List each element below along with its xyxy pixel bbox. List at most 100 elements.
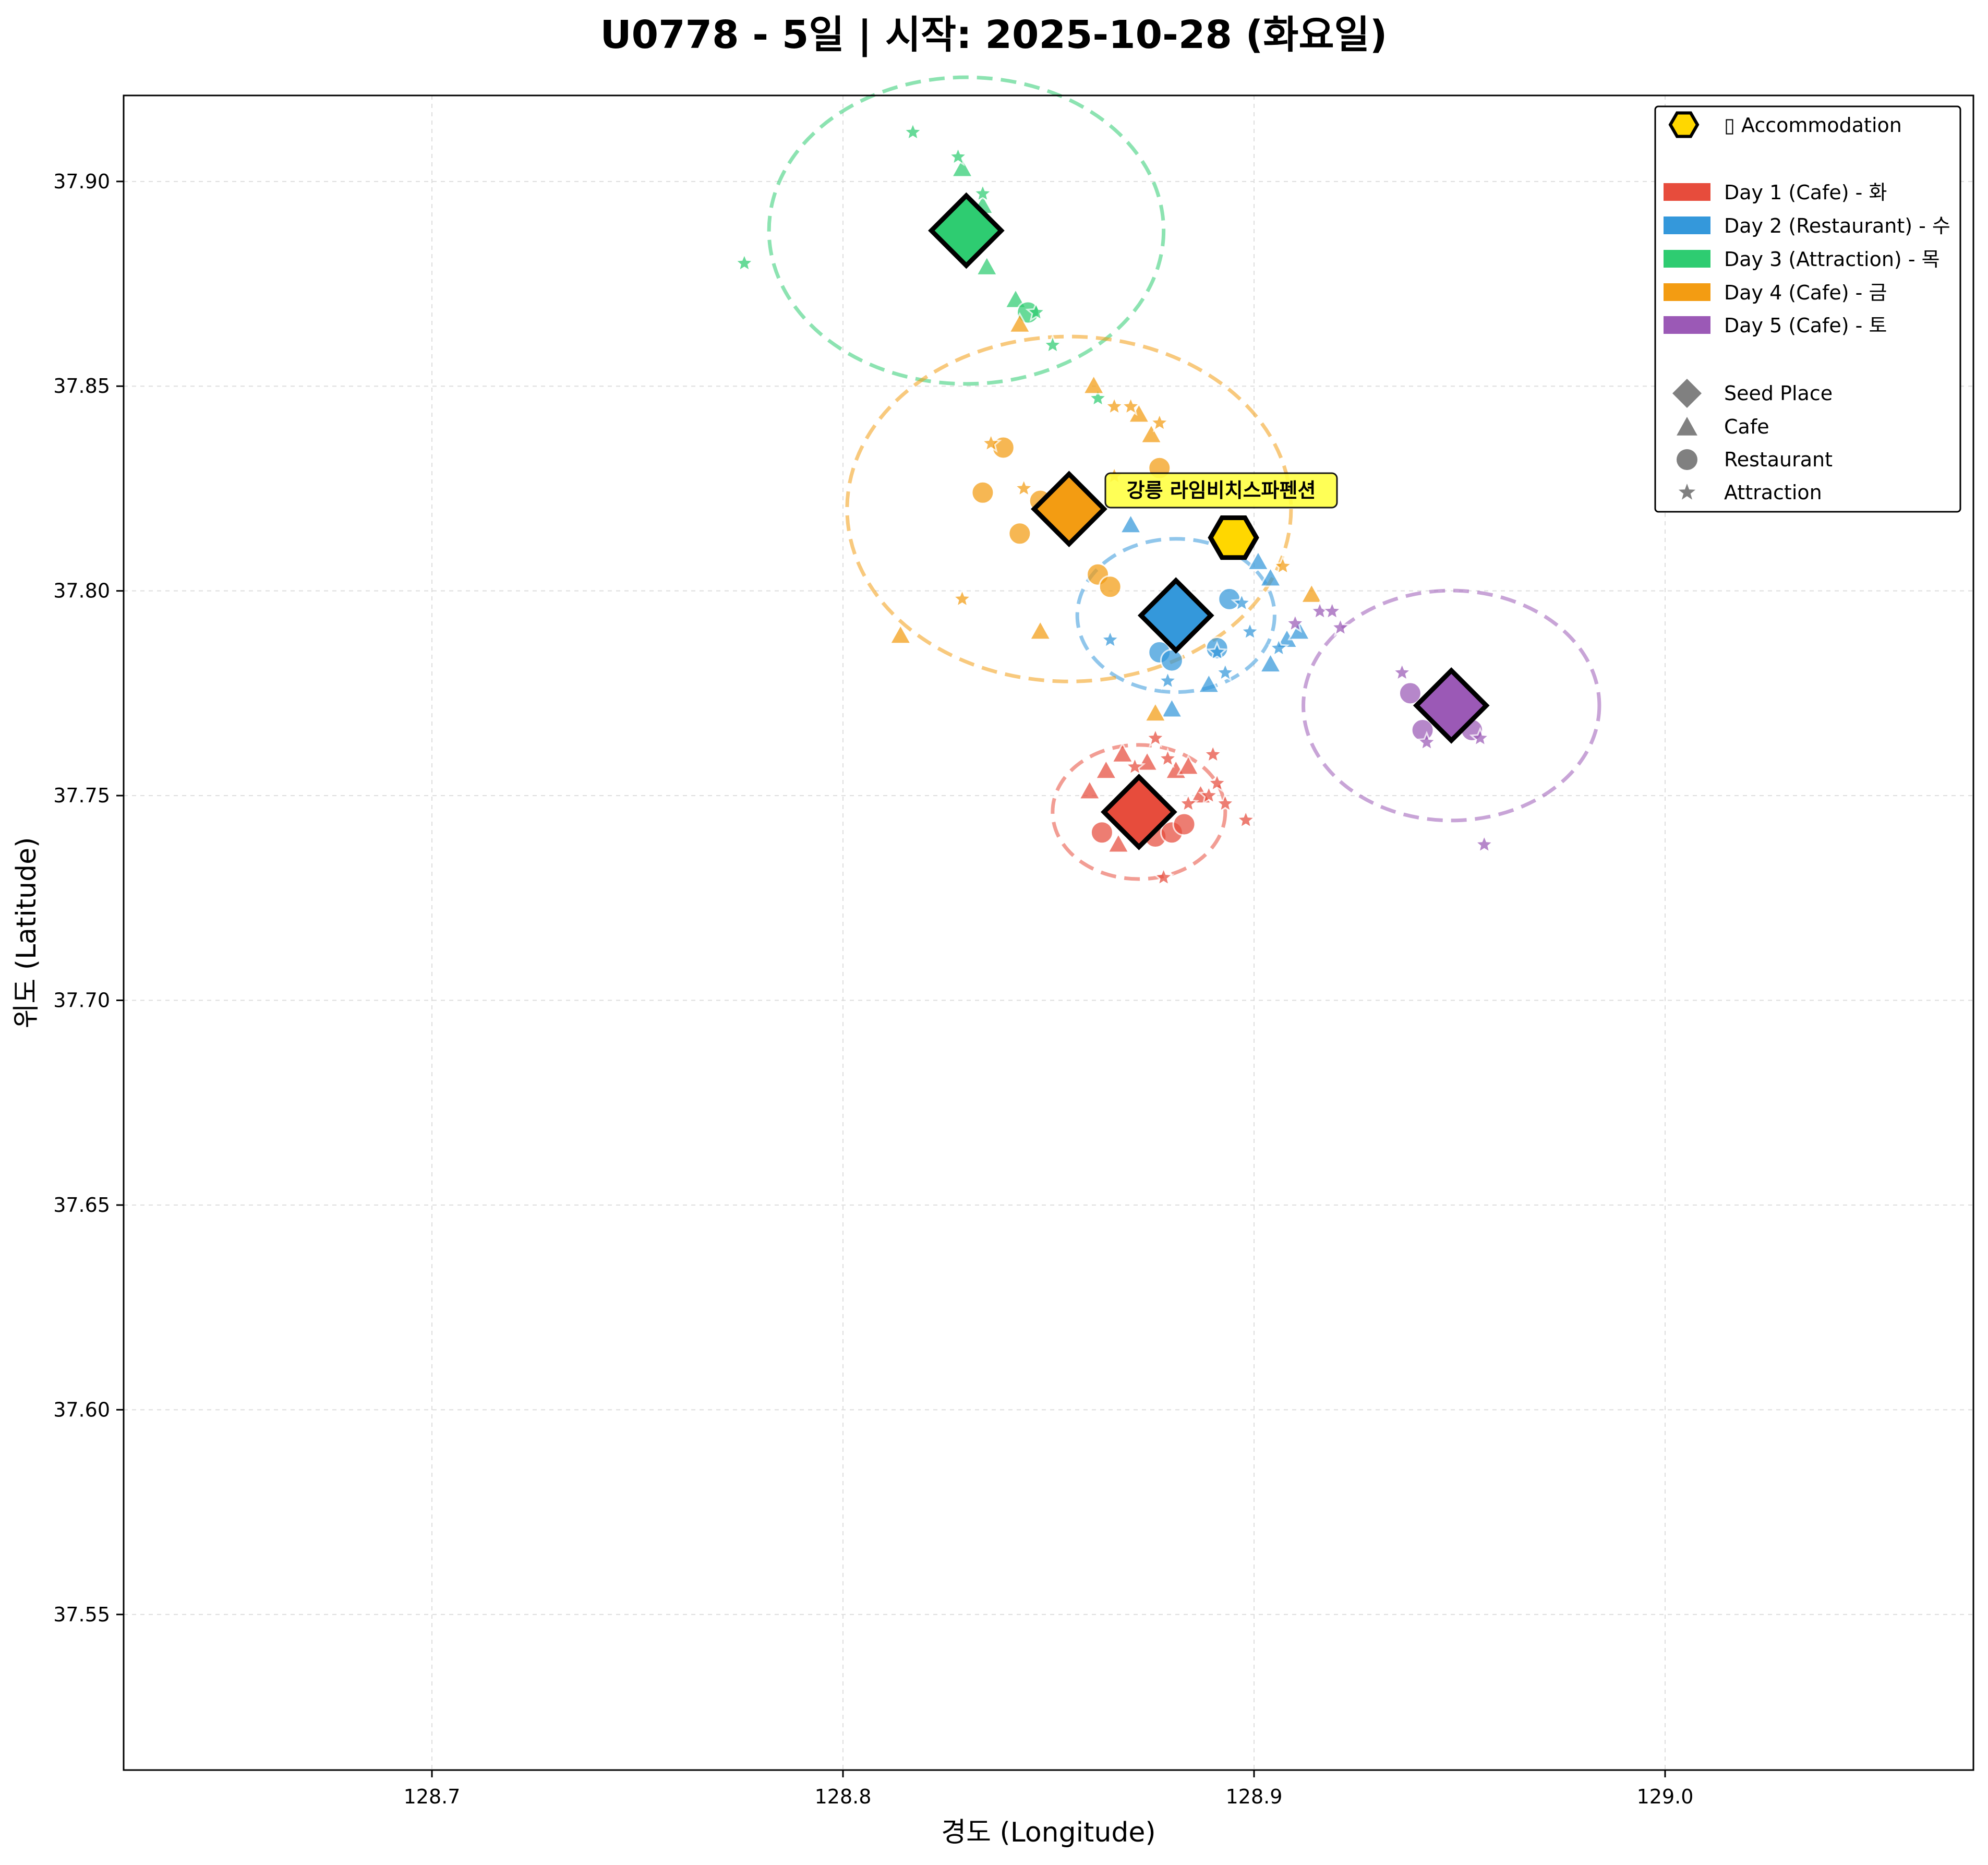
cafe-marker [1143, 701, 1167, 723]
legend-day-swatch [1664, 183, 1710, 201]
attraction-marker [1391, 661, 1413, 682]
attraction-marker [1119, 395, 1142, 416]
seed-place-marker [1413, 667, 1490, 744]
cafe-marker [1111, 742, 1135, 763]
attraction-marker [1206, 641, 1228, 662]
legend-attraction-marker [1678, 484, 1696, 500]
axes: 128.7 128.8 128.9 129.0 37.55 37.60 37.65 37.70… [53, 170, 1693, 1808]
attraction-marker [1206, 772, 1228, 793]
restaurant-marker [1098, 575, 1122, 599]
y-tick-label: 37.55 [53, 1603, 110, 1626]
y-axis-label: 위도 (Latitude) [11, 837, 42, 1029]
attraction-marker [1469, 727, 1491, 748]
legend-day-swatch [1664, 316, 1710, 334]
plot-frame [123, 94, 1974, 1771]
day-radius-circle [1302, 588, 1601, 823]
legend-seed-marker [1672, 379, 1702, 408]
attraction-marker [1239, 620, 1261, 641]
x-tick-label: 128.9 [1226, 1785, 1283, 1808]
attraction-marker [901, 121, 924, 142]
chart-title: U0778 - 5일 | 시작: 2025-10-28 (화요일) [600, 13, 1388, 57]
day-radius-circle [1075, 537, 1276, 694]
legend-marker-label: Attraction [1724, 481, 1822, 504]
day-radius-circles [767, 75, 1601, 881]
y-tick-label: 37.90 [53, 170, 110, 193]
cafe-marker [1106, 832, 1130, 853]
restaurant-marker [1090, 821, 1114, 845]
restaurant-marker [1160, 648, 1184, 672]
accommodation-hex-marker [1208, 515, 1259, 560]
legend-day-swatch [1664, 216, 1710, 234]
legend-box [1654, 105, 1961, 513]
legend-accommodation-label: ▯ Accommodation [1724, 114, 1902, 137]
attraction-marker [1235, 809, 1257, 829]
attraction-marker [1025, 301, 1047, 322]
attraction-marker [1042, 333, 1064, 355]
legend-marker-label: Cafe [1724, 415, 1769, 438]
attraction-marker [1013, 477, 1035, 498]
legend-day-swatch [1664, 250, 1710, 268]
y-tick-label: 37.70 [53, 989, 110, 1012]
attraction-marker [947, 145, 969, 166]
attraction-marker [1321, 599, 1343, 621]
cafe-marker [1246, 549, 1270, 571]
attraction-marker [972, 182, 994, 203]
y-tick-label: 37.80 [53, 580, 110, 603]
seed-place-marker [928, 192, 1005, 269]
cafe-marker [1259, 652, 1283, 673]
place-markers [733, 121, 1496, 887]
cafe-marker [888, 623, 912, 645]
cafe-marker [950, 157, 974, 178]
attraction-marker [1087, 387, 1109, 408]
attraction-marker [733, 251, 755, 273]
restaurant-marker [971, 480, 995, 504]
cafe-marker [1119, 513, 1143, 534]
attraction-marker [1124, 755, 1146, 776]
restaurant-marker [1398, 681, 1422, 705]
x-tick-label: 129.0 [1637, 1785, 1694, 1808]
cafe-marker [1299, 582, 1323, 604]
legend-day-label: Day 5 (Cafe) - 토 [1724, 314, 1887, 337]
seed-markers [928, 192, 1490, 850]
attraction-marker [1198, 784, 1220, 805]
cafe-marker [1082, 374, 1106, 395]
y-tick-label: 37.60 [53, 1398, 110, 1421]
legend-day-swatch [1664, 283, 1710, 301]
attraction-marker [1214, 792, 1236, 813]
legend-marker-label: Seed Place [1724, 382, 1833, 405]
attraction-marker [1156, 669, 1179, 691]
cafe-marker [1176, 754, 1200, 776]
legend-marker-label: Restaurant [1724, 448, 1833, 471]
attraction-marker [1156, 747, 1179, 768]
legend-day-label: Day 1 (Cafe) - 화 [1724, 181, 1887, 204]
seed-place-marker [1100, 774, 1177, 850]
cafe-marker [1078, 779, 1102, 800]
cafe-marker [1259, 566, 1283, 587]
cafe-marker [975, 255, 999, 276]
x-axis-label: 경도 (Longitude) [941, 1817, 1155, 1848]
attraction-marker [980, 432, 1002, 453]
legend-restaurant-marker [1677, 449, 1697, 470]
attraction-marker [1202, 743, 1224, 764]
seed-place-marker [1031, 471, 1107, 548]
attraction-marker [1473, 833, 1496, 854]
attraction-marker [951, 587, 973, 609]
y-tick-label: 37.85 [53, 375, 110, 398]
seed-place-marker [1137, 577, 1214, 654]
x-tick-label: 128.8 [815, 1785, 872, 1808]
cafe-marker [1160, 697, 1184, 718]
legend-day-label: Day 2 (Restaurant) - 수 [1724, 214, 1950, 237]
attraction-marker [1099, 628, 1122, 649]
cafe-marker [1139, 423, 1163, 444]
day-radius-circle [767, 75, 1166, 386]
attraction-marker [1272, 555, 1294, 576]
cafe-marker [1028, 619, 1052, 641]
attraction-marker [1148, 411, 1171, 432]
restaurant-marker [1172, 812, 1196, 836]
accommodation-marker: 강릉 라임비치스파펜션 [1104, 472, 1338, 560]
attraction-marker [1284, 612, 1306, 633]
cafe-marker [1008, 312, 1032, 333]
y-tick-label: 37.75 [53, 784, 110, 807]
attraction-marker [1144, 727, 1166, 748]
